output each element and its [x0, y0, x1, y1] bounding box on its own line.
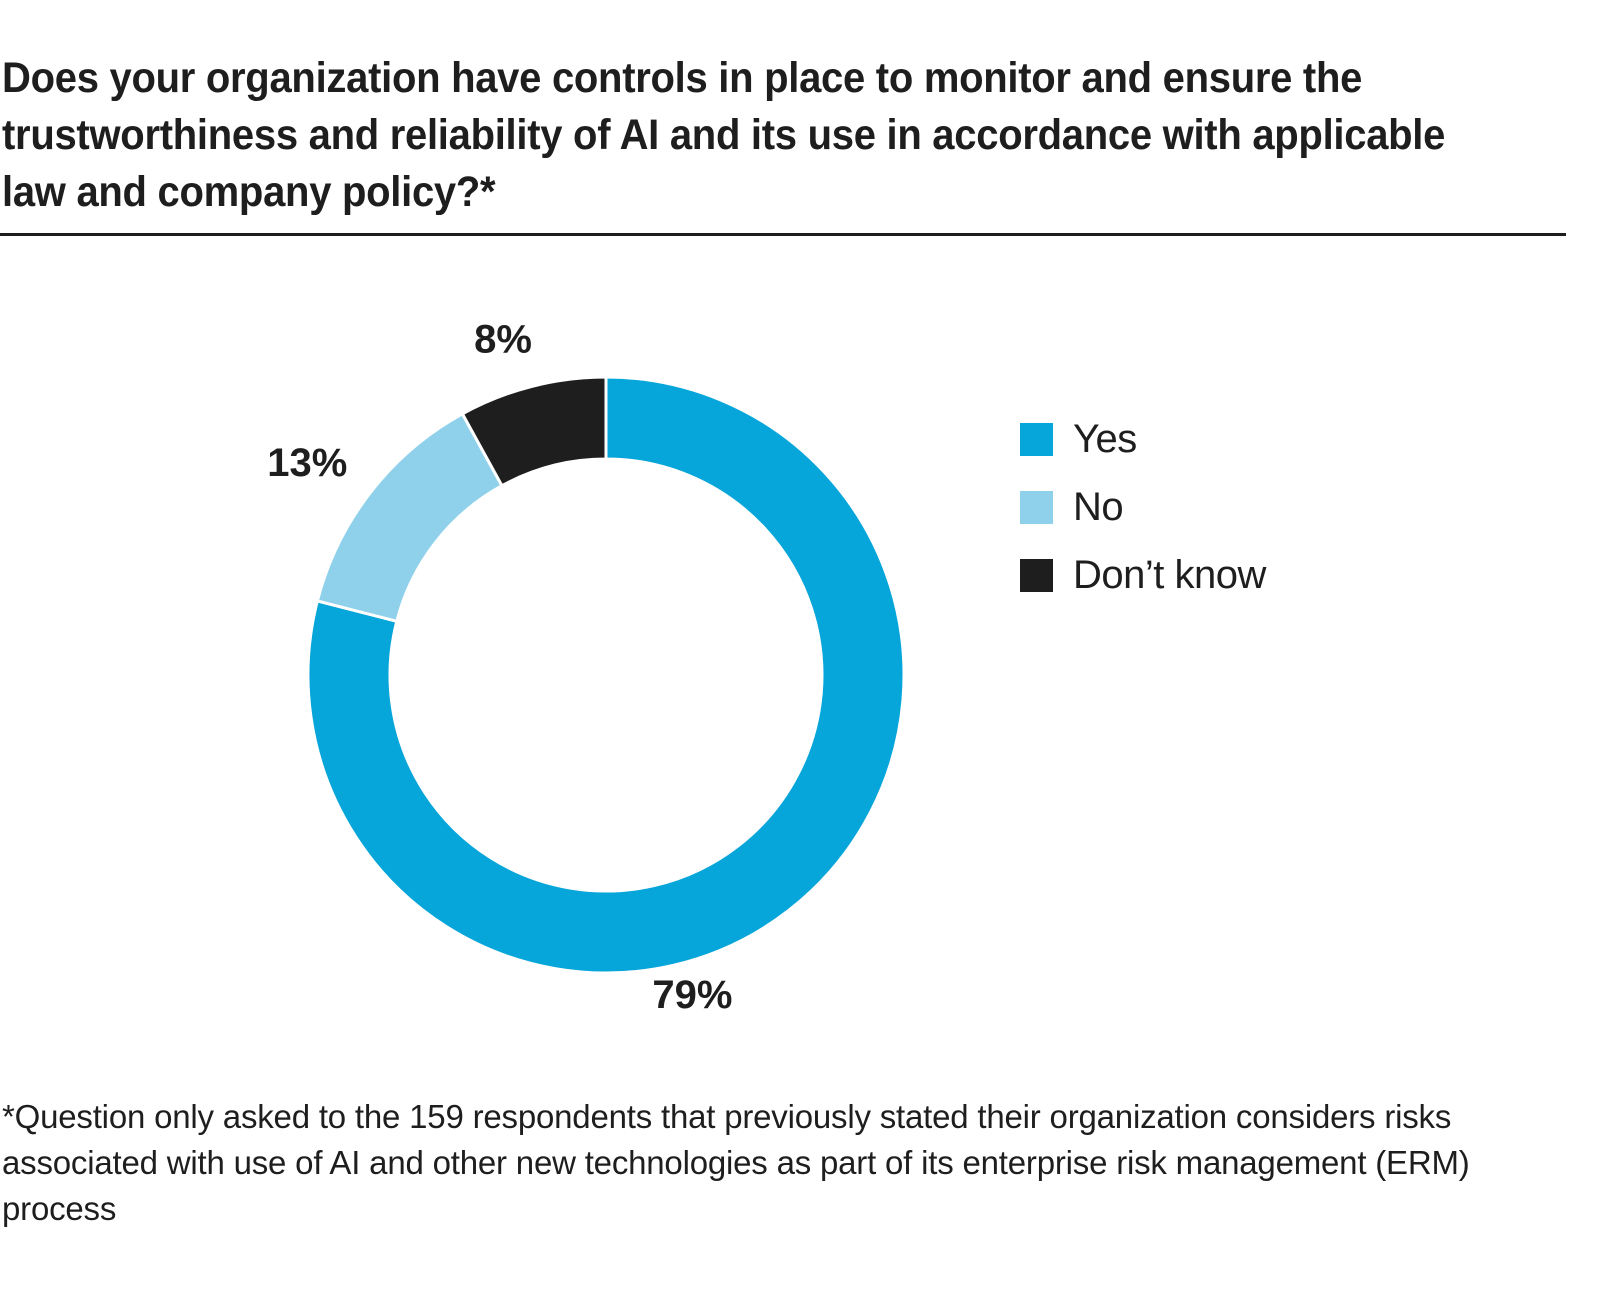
- legend-item-yes: Yes: [1020, 417, 1266, 461]
- data-label-no: 13%: [267, 441, 347, 485]
- legend-swatch-yes: [1020, 422, 1053, 456]
- legend-label-yes: Yes: [1073, 416, 1137, 461]
- chart-title: Does your organization have controls in …: [2, 54, 1446, 216]
- footnote: *Question only asked to the 159 responde…: [2, 1098, 1470, 1227]
- legend: Yes No Don’t know: [1020, 417, 1266, 626]
- legend-swatch-no: [1020, 490, 1053, 524]
- donut-slice-yes: [306, 375, 906, 975]
- legend-label-no: No: [1073, 484, 1124, 529]
- legend-swatch-dont-know: [1020, 558, 1053, 592]
- donut-labels: 79% 13% 8%: [267, 317, 732, 1017]
- donut-slice-don-t-know: [460, 375, 608, 488]
- donut-slices: [306, 375, 906, 975]
- data-label-don-t-know: 8%: [474, 317, 532, 361]
- title-divider: [0, 233, 1566, 236]
- legend-label-dont-know: Don’t know: [1073, 552, 1266, 597]
- legend-item-no: No: [1020, 485, 1266, 529]
- data-label-yes: 79%: [652, 973, 732, 1017]
- legend-item-dont-know: Don’t know: [1020, 553, 1266, 597]
